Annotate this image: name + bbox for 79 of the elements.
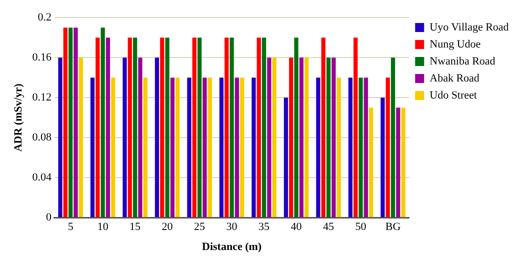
x-axis-title: Distance (m) — [202, 241, 262, 254]
legend-label: Uyo Village Road — [430, 21, 510, 34]
x-tick-label: 40 — [290, 221, 302, 234]
legend-label: Abak Road — [430, 72, 480, 84]
bar — [332, 58, 336, 218]
x-tick-label: 10 — [97, 221, 109, 234]
bar — [230, 38, 234, 218]
bar — [358, 78, 363, 218]
bar — [326, 58, 331, 218]
bar — [170, 78, 175, 218]
bar — [192, 38, 196, 218]
legend-label: Nwaniba Road — [430, 55, 496, 68]
bar — [386, 78, 390, 218]
y-tick-label: 0.04 — [32, 171, 52, 184]
bar — [316, 78, 320, 218]
bar — [154, 58, 160, 218]
bar — [354, 38, 358, 218]
bar — [380, 98, 385, 218]
bar — [128, 38, 132, 218]
bar — [336, 78, 341, 218]
bar — [256, 38, 261, 218]
bar — [176, 78, 180, 218]
bar — [219, 78, 224, 218]
bar — [132, 38, 138, 218]
bar — [111, 78, 116, 218]
x-tick-label: 5 — [68, 221, 74, 234]
bar — [100, 28, 105, 218]
y-tick-label: 0.12 — [32, 91, 52, 104]
bar — [90, 78, 95, 218]
y-tick-label: 0.16 — [32, 51, 52, 64]
x-tick-label: 35 — [258, 221, 270, 234]
bar — [208, 78, 212, 218]
y-tick-label: 0.08 — [32, 131, 52, 144]
bar — [143, 78, 148, 218]
bar — [160, 38, 164, 218]
x-tick-label: 15 — [130, 221, 142, 234]
x-tick-label: 45 — [323, 221, 335, 234]
bar — [138, 58, 142, 218]
bar — [252, 78, 256, 218]
bar — [165, 38, 170, 218]
x-tick-label: 25 — [194, 221, 206, 234]
bar — [63, 28, 68, 218]
bar — [321, 38, 326, 218]
x-tick-label: 20 — [162, 221, 174, 234]
y-tick-label: 0.2 — [38, 11, 52, 24]
x-tick-label: BG — [385, 221, 401, 234]
legend-label: Udo Street — [430, 89, 477, 102]
y-tick-label: 0 — [46, 211, 52, 224]
bar — [390, 58, 396, 218]
bar — [364, 78, 368, 218]
bar — [240, 78, 244, 218]
bar — [106, 38, 110, 218]
bar — [401, 108, 406, 218]
bar — [396, 108, 400, 218]
bar — [284, 98, 288, 218]
bar — [369, 108, 374, 218]
bar — [58, 58, 62, 218]
bar — [78, 58, 83, 218]
bar — [294, 38, 298, 218]
legend-label: Nung Udoe — [430, 38, 481, 50]
bar — [304, 58, 309, 218]
bar — [289, 58, 294, 218]
bar — [96, 38, 100, 218]
bar — [224, 38, 229, 218]
bar — [348, 78, 353, 218]
bar — [272, 58, 276, 218]
bar — [74, 28, 78, 218]
bar — [68, 28, 73, 218]
bar — [197, 38, 202, 218]
x-tick-label: 50 — [355, 221, 367, 234]
bar — [267, 58, 272, 218]
x-tick-label: 30 — [226, 221, 238, 234]
bar — [187, 78, 192, 218]
bar — [234, 78, 240, 218]
bar — [299, 58, 304, 218]
bar — [122, 58, 127, 218]
bar — [202, 78, 207, 218]
bar — [262, 38, 266, 218]
y-axis-title: ADR (mSv/yr) — [12, 83, 24, 152]
